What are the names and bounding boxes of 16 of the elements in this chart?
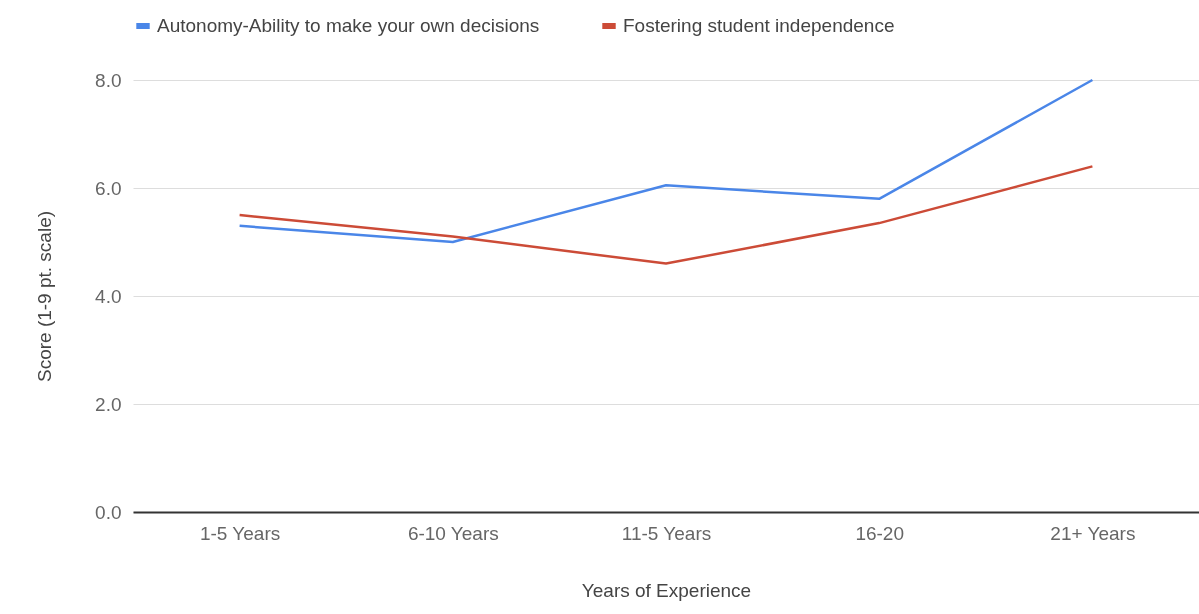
y-tick-label: 6.0 [95,177,122,199]
y-tick-label: 2.0 [95,393,122,415]
legend-label: Autonomy-Ability to make your own decisions [157,15,540,36]
x-tick-label: 1-5 Years [199,522,281,544]
x-tick-label: 21+ Years [1050,522,1136,544]
x-tick-label: 11-5 Years [621,522,712,544]
y-tick-label: 8.0 [95,69,122,91]
y-axis-title: Score (1-9 pt. scale) [34,210,56,383]
legend-label: Fostering student independence [623,15,895,36]
y-tick-label: 0.0 [95,501,122,523]
x-tick-label: 6-10 Years [407,522,499,544]
line-series [238,165,1094,265]
x-axis-title: Years of Experience [581,579,752,601]
y-tick-label: 4.0 [95,285,122,307]
x-tick-label: 16-20 [855,522,904,544]
line-series [238,78,1094,244]
